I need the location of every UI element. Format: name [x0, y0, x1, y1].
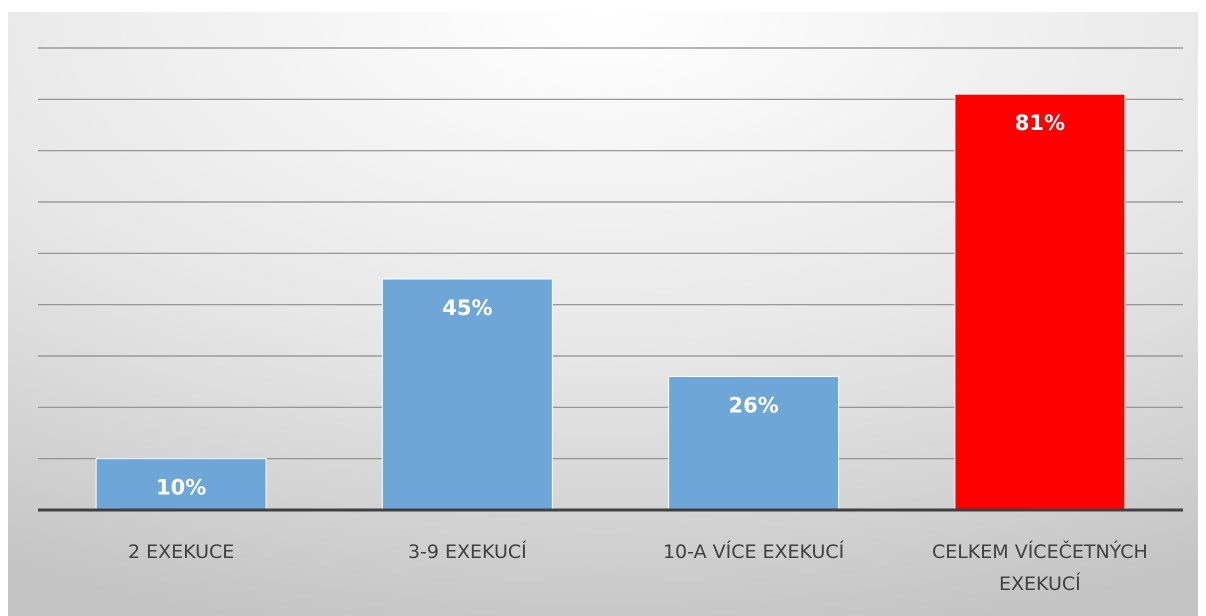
bar-chart: 10% 45% 26% 81% 2 EXEKUCE 3-9 EXEKUCÍ 10-A VÍ…: [8, 12, 1198, 616]
bar: [668, 376, 840, 511]
category-labels: 2 EXEKUCE 3-9 EXEKUCÍ 10-A VÍCE EXEKUCÍ CEL…: [128, 539, 1148, 595]
bar: [954, 93, 1126, 511]
bar-value-label: 26%: [728, 394, 778, 418]
bar: [381, 278, 553, 511]
bar-value-label: 10%: [156, 476, 206, 500]
category-label: 10-A VÍCE EXEKUCÍ: [663, 540, 845, 563]
category-label: 2 EXEKUCE: [128, 541, 234, 563]
category-label: 3-9 EXEKUCÍ: [408, 540, 527, 563]
category-label: CELKEM VÍCEČETNÝCH EXEKUCÍ: [932, 539, 1148, 595]
bar-value-label: 45%: [442, 296, 492, 320]
bar-value-label: 81%: [1015, 111, 1065, 135]
bars: 10% 45% 26% 81%: [95, 93, 1126, 511]
chart-canvas: 10% 45% 26% 81% 2 EXEKUCE 3-9 EXEKUCÍ 10-A VÍ…: [8, 12, 1198, 616]
bar: [95, 458, 267, 511]
